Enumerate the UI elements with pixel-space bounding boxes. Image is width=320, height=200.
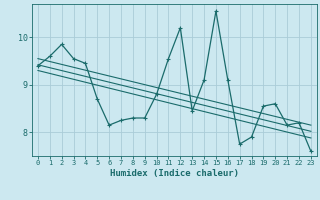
X-axis label: Humidex (Indice chaleur): Humidex (Indice chaleur) <box>110 169 239 178</box>
